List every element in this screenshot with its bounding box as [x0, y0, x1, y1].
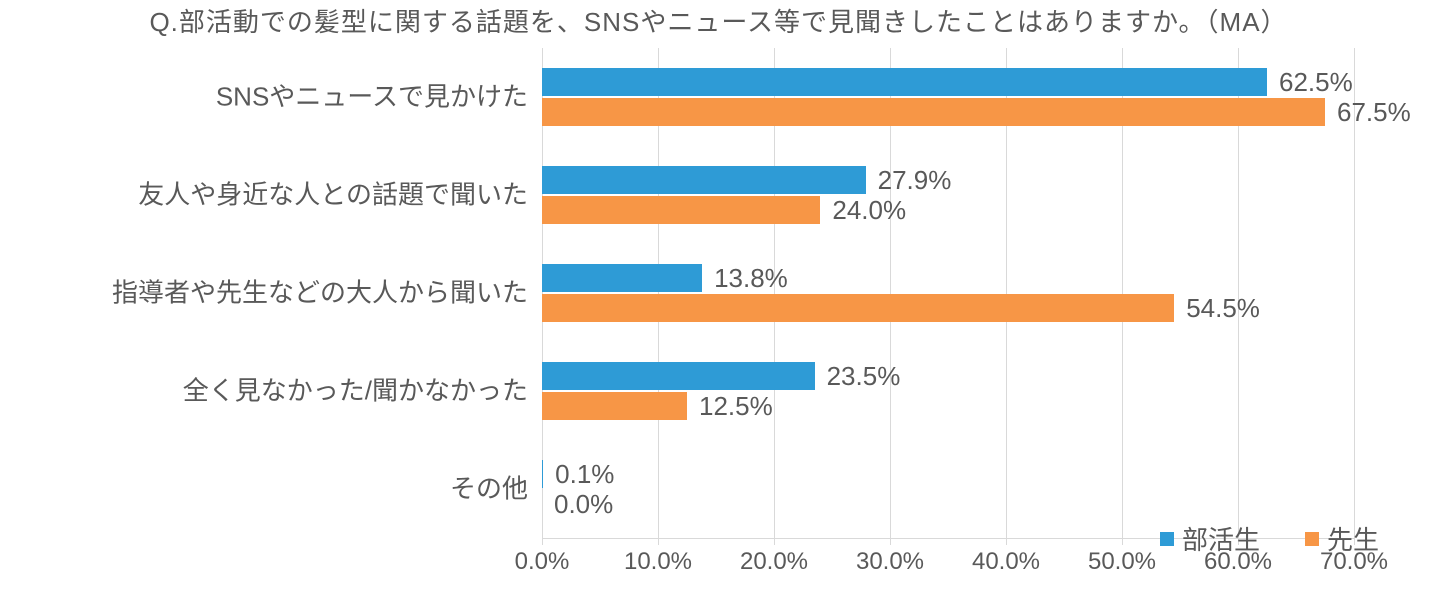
data-label: 67.5% [1337, 99, 1411, 125]
x-tick [890, 538, 891, 545]
legend-swatch-teachers [1305, 532, 1319, 546]
category-label: 友人や身近な人との話題で聞いた [138, 181, 542, 210]
legend-item-teachers: 先生 [1305, 520, 1379, 557]
x-tick [1006, 538, 1007, 545]
bar-teachers [542, 392, 687, 420]
data-label: 0.1% [555, 461, 614, 487]
data-label: 23.5% [827, 363, 901, 389]
x-tick-label: 20.0% [740, 548, 808, 576]
bar-students [542, 68, 1267, 96]
legend-item-students: 部活生 [1160, 520, 1260, 557]
category-label: 全く見なかった/聞かなかった [183, 377, 542, 406]
category-label: その他 [450, 475, 542, 504]
bar-teachers [542, 98, 1325, 126]
survey-bar-chart: Q.部活動での髪型に関する話題を、SNSやニュース等で見聞きしたことはありますか… [0, 0, 1437, 608]
legend-label-teachers: 先生 [1327, 520, 1379, 557]
bar-students [542, 362, 815, 390]
bar-students [542, 264, 702, 292]
data-label: 24.0% [832, 197, 906, 223]
category-label: 指導者や先生などの大人から聞いた [112, 279, 542, 308]
x-tick [774, 538, 775, 545]
data-label: 62.5% [1279, 69, 1353, 95]
category-label: SNSやニュースで見かけた [216, 83, 542, 112]
data-label: 12.5% [699, 393, 773, 419]
legend-label-students: 部活生 [1182, 520, 1260, 557]
x-tick-label: 10.0% [624, 548, 692, 576]
x-tick-label: 40.0% [972, 548, 1040, 576]
bar-teachers [542, 196, 820, 224]
x-tick-label: 0.0% [515, 548, 570, 576]
x-tick [658, 538, 659, 545]
x-tick [1122, 538, 1123, 545]
data-label: 54.5% [1186, 295, 1260, 321]
data-label: 13.8% [714, 265, 788, 291]
x-tick-label: 30.0% [856, 548, 924, 576]
plot-area: 0.0%10.0%20.0%30.0%40.0%50.0%60.0%70.0%S… [542, 48, 1354, 538]
bar-teachers [542, 294, 1174, 322]
data-label: 27.9% [878, 167, 952, 193]
chart-title: Q.部活動での髪型に関する話題を、SNSやニュース等で見聞きしたことはありますか… [0, 2, 1437, 39]
x-tick [542, 538, 543, 545]
bar-students [542, 460, 543, 488]
bar-students [542, 166, 866, 194]
legend-swatch-students [1160, 532, 1174, 546]
data-label: 0.0% [554, 491, 613, 517]
x-tick-label: 50.0% [1088, 548, 1156, 576]
